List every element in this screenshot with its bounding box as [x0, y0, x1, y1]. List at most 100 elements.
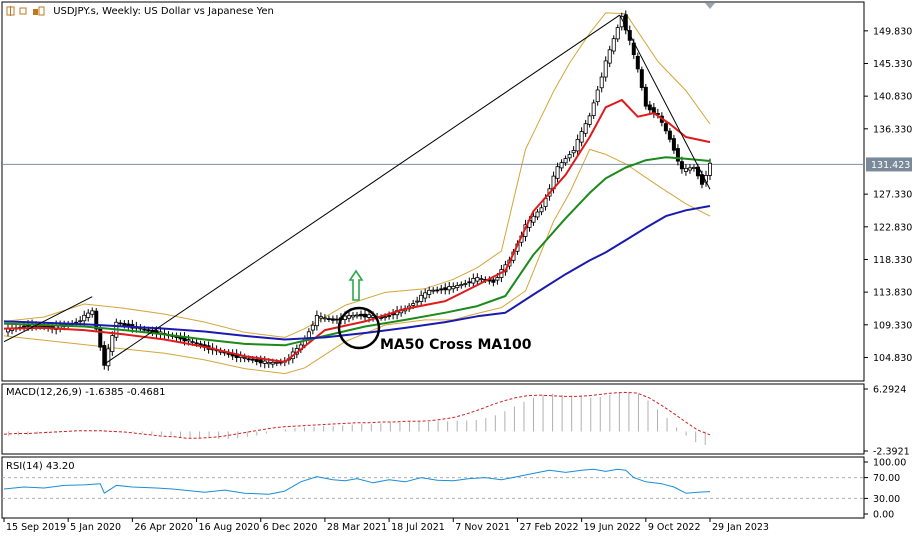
macd-panel-frame	[1, 383, 865, 455]
y-tick-label: 109.330	[873, 320, 912, 331]
rsi-panel[interactable]	[2, 468, 864, 499]
candle-body	[603, 60, 608, 78]
candle-body	[439, 288, 444, 291]
y-tick-label: 149.830	[873, 26, 912, 37]
candle-body	[194, 342, 199, 345]
candle-body	[102, 345, 107, 366]
macd-signal-line	[3, 391, 711, 439]
candle-body	[122, 323, 127, 326]
candle-body	[110, 335, 115, 352]
candle-body	[639, 69, 644, 88]
y-tick-label: 113.830	[873, 288, 912, 299]
trendline	[104, 14, 621, 365]
candle-body	[427, 289, 432, 295]
candle-body	[455, 285, 460, 289]
candle-body	[708, 162, 713, 176]
y-tick-label: 104.830	[873, 353, 912, 364]
candle-body	[423, 292, 428, 299]
candle-body	[186, 339, 191, 342]
candle-body	[383, 316, 388, 319]
main-panel-frame	[1, 1, 865, 382]
rsi-tick-label: 30.00	[873, 494, 900, 505]
candle-body	[78, 320, 83, 323]
candle-body	[531, 215, 536, 223]
candle-body	[587, 115, 592, 125]
candle-body	[142, 328, 147, 331]
candle-body	[22, 325, 27, 328]
candle-body	[599, 76, 604, 89]
candle-body	[350, 314, 355, 318]
candle-body	[535, 211, 540, 218]
x-tick-label: 26 Apr 2020	[134, 522, 193, 533]
rsi-tick-label: 0.00	[873, 510, 894, 521]
x-tick-label: 16 Aug 2020	[199, 522, 260, 533]
candle-body	[615, 27, 620, 40]
candle-body	[274, 361, 279, 364]
candle-body	[262, 360, 267, 364]
candle-body	[623, 14, 628, 31]
candle-body	[451, 286, 456, 290]
candle-body	[539, 207, 544, 213]
chart-title-row: USDJPY.s, Weekly: US Dollar vs Japanese …	[6, 6, 274, 17]
rsi-tick-label: 100.00	[873, 458, 906, 469]
rsi-header: RSI(14) 43.20	[6, 461, 75, 472]
candle-body	[575, 139, 580, 152]
x-tick-label: 15 Sep 2019	[6, 522, 66, 533]
candle-body	[367, 314, 372, 318]
candle-body	[435, 289, 440, 292]
candle-body	[106, 348, 111, 367]
candle-body	[270, 361, 275, 365]
macd-tick-label: 6.2924	[873, 385, 906, 396]
candle-body	[318, 316, 323, 319]
candle-body	[419, 294, 424, 302]
candle-body	[567, 154, 572, 159]
candle-body	[479, 278, 484, 281]
x-tick-label: 7 Nov 2021	[455, 522, 510, 533]
candle-body	[647, 104, 652, 111]
candle-body	[583, 123, 588, 134]
x-tick-label: 5 Jan 2020	[70, 522, 121, 533]
macd-tick-label: -2.3921	[873, 447, 910, 458]
axes-layer: 149.830 145.330 140.830 136.330 131.423 127.3…	[3, 26, 912, 533]
rsi-tick-label: 70.00	[873, 473, 900, 484]
candle-body	[611, 38, 616, 52]
rsi-panel-frame	[1, 456, 865, 519]
trendline	[3, 296, 93, 343]
candle-body	[330, 318, 335, 321]
candle-body	[334, 318, 339, 321]
candle-body	[146, 329, 151, 332]
x-tick-label: 19 Jun 2022	[584, 522, 641, 533]
current-price-badge	[866, 157, 912, 172]
candle-body	[571, 150, 576, 154]
candle-body	[346, 315, 351, 319]
candle-body	[675, 148, 680, 162]
candle-body	[563, 158, 568, 164]
rsi-line	[3, 468, 711, 495]
chart-title: USDJPY.s, Weekly: US Dollar vs Japanese …	[53, 6, 274, 17]
candle-body	[306, 331, 311, 339]
y-tick-label: 140.830	[873, 92, 912, 103]
candle-body	[254, 359, 259, 362]
candle-body	[555, 166, 560, 179]
candle-body	[607, 49, 612, 64]
candle-body	[491, 279, 496, 283]
candle-body	[90, 310, 95, 315]
candle-body	[415, 300, 420, 303]
candle-body	[387, 315, 392, 317]
candle-body	[559, 162, 564, 169]
ma-cross-annotation: MA50 Cross MA100	[337, 3, 715, 353]
x-tick-label: 29 Jan 2023	[712, 522, 769, 533]
main-price-panel[interactable]	[2, 10, 864, 375]
macd-panel[interactable]	[3, 391, 711, 445]
x-tick-label: 27 Feb 2022	[519, 522, 578, 533]
bollinger-upper-line	[3, 12, 711, 338]
candle-body	[314, 315, 319, 327]
candle-body	[118, 322, 123, 325]
candle-body	[591, 102, 596, 117]
candle-body	[86, 312, 91, 318]
x-tick-label: 28 Mar 2021	[327, 522, 387, 533]
candle-body	[354, 314, 359, 317]
y-tick-label: 127.330	[873, 190, 912, 201]
